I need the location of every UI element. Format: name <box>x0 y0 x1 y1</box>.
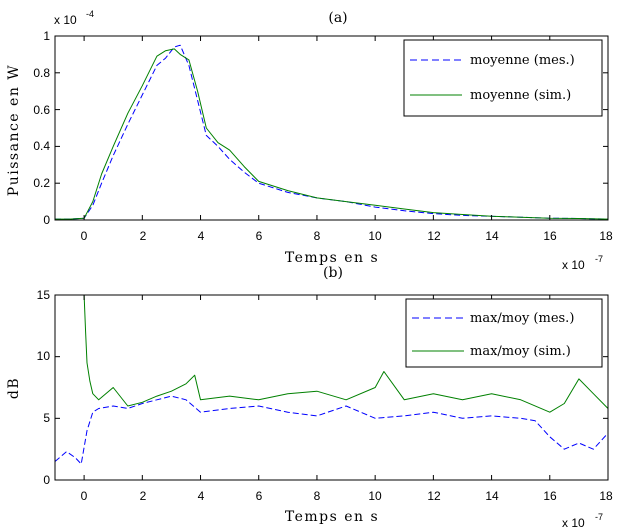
panel-b-x-tick-label: 10 <box>368 489 382 503</box>
panel-a-x-tick-label: 8 <box>314 229 321 243</box>
panel-a-x-multiplier: x 10 -7 <box>562 254 603 272</box>
panel-a-y-tick-label: 0.8 <box>33 66 50 80</box>
panel-a-x-tick-label: 10 <box>368 229 382 243</box>
panel-a-x-multiplier-exponent: -7 <box>595 254 603 264</box>
panel-b-x-multiplier-exponent: -7 <box>595 512 603 522</box>
panel-b-x-tick-label: 2 <box>140 489 147 503</box>
panel-b-y-axis-label: dB <box>6 377 22 399</box>
panel-a-y-tick-label: 0 <box>43 213 50 227</box>
panel-a-legend-label-measured: moyenne (mes.) <box>470 53 575 68</box>
panel-b-x-tick-label: 4 <box>198 489 205 503</box>
panel-b-x-tick-label: 18 <box>599 489 613 503</box>
panel-a-x-tick-label: 12 <box>427 229 441 243</box>
panel-a-x-tick-label: 14 <box>485 229 499 243</box>
panel-a-x-axis-label: Temps en s <box>285 250 379 266</box>
panel-b-x-tick-labels: 0 2 4 6 8 10 12 14 16 18 <box>81 489 613 503</box>
panel-a-y-tick-label: 0.6 <box>33 103 50 117</box>
panel-a-x-tick-label: 4 <box>198 229 205 243</box>
panel-a-y-tick-label: 0.4 <box>33 139 50 153</box>
panel-a-x-tick-labels: 0 2 4 6 8 10 12 14 16 18 <box>81 229 613 243</box>
panel-a-series-simulated-line <box>55 48 609 220</box>
panel-b-legend-label-measured: max/moy (mes.) <box>470 311 574 326</box>
panel-a-axes-frame <box>54 35 609 221</box>
panel-a-x-tick-label: 0 <box>81 229 88 243</box>
panel-a-y-multiplier: x 10 -4 <box>54 9 94 27</box>
panel-a-y-tick-label: 1 <box>43 29 50 43</box>
panel-b-title: (b) <box>323 265 343 281</box>
panel-b-x-tick-label: 12 <box>427 489 441 503</box>
panel-b-legend-box <box>405 298 603 368</box>
panel-a-y-axis-label: Puissance en W <box>6 64 22 196</box>
panel-a-x-tick-label: 16 <box>543 229 557 243</box>
panel-a-y-tick-labels: 0 0.2 0.4 0.6 0.8 1 <box>33 29 50 227</box>
panel-a: (a) x 10 -4 Puissance en W 0 2 4 6 8 10 … <box>6 9 613 272</box>
panel-a-legend-box <box>403 39 603 117</box>
panel-a-x-tick-label: 2 <box>140 229 147 243</box>
panel-b-x-tick-label: 6 <box>256 489 263 503</box>
panel-b-y-tick-label: 0 <box>43 473 50 487</box>
panel-a-y-multiplier-exponent: -4 <box>86 9 94 19</box>
panel-b-series-measured-line <box>54 395 609 465</box>
panel-b-plot-area <box>54 294 609 481</box>
panel-a-plot-area <box>54 35 609 221</box>
panel-b-series-simulated-line <box>83 294 609 413</box>
panel-a-legend-label-simulated: moyenne (sim.) <box>470 88 571 103</box>
panel-b-y-tick-label: 15 <box>37 288 51 302</box>
panel-a-x-multiplier-base: x 10 <box>562 258 585 272</box>
panel-a-x-tick-label: 18 <box>599 229 613 243</box>
panel-a-title: (a) <box>328 10 347 26</box>
panel-b-x-axis-label: Temps en s <box>285 509 379 525</box>
panel-b-x-tick-label: 0 <box>81 489 88 503</box>
panel-b-x-multiplier-base: x 10 <box>562 516 585 530</box>
panel-a-legend: moyenne (mes.) moyenne (sim.) <box>403 39 603 117</box>
panel-b-y-tick-label: 5 <box>43 411 50 425</box>
panel-b: (b) dB 0 2 4 6 8 10 12 14 16 18 0 5 10 1… <box>6 265 613 530</box>
panel-b-x-tick-label: 8 <box>314 489 321 503</box>
panel-b-axes-frame <box>54 294 609 481</box>
panel-a-y-tick-label: 0.2 <box>33 176 50 190</box>
panel-b-legend-label-simulated: max/moy (sim.) <box>470 344 571 359</box>
panel-b-y-tick-label: 10 <box>37 349 51 363</box>
panel-b-x-tick-label: 16 <box>543 489 557 503</box>
panel-b-x-tick-label: 14 <box>485 489 499 503</box>
panel-b-legend: max/moy (mes.) max/moy (sim.) <box>405 298 603 368</box>
panel-b-x-multiplier: x 10 -7 <box>562 512 603 530</box>
panel-a-x-tick-label: 6 <box>256 229 263 243</box>
panel-a-y-multiplier-base: x 10 <box>54 13 77 27</box>
panel-b-y-tick-labels: 0 5 10 15 <box>37 288 51 487</box>
